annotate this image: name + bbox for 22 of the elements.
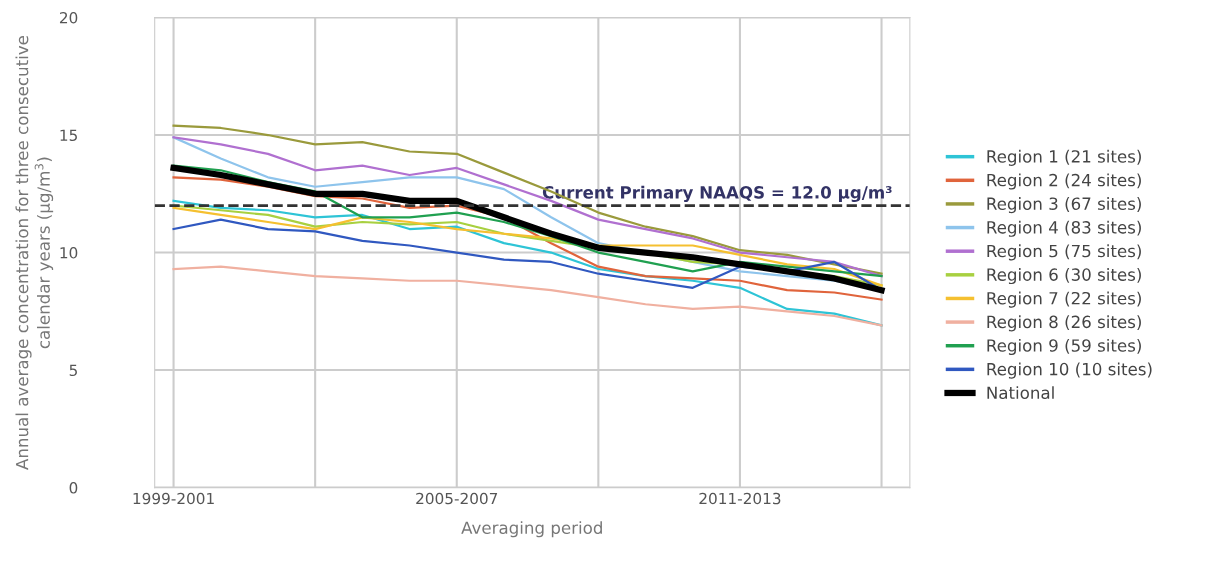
legend-label: Region 3 (67 sites) — [987, 197, 1141, 214]
y-tick-label: 5 — [69, 364, 77, 377]
legend-label: Region 4 (83 sites) — [987, 220, 1141, 237]
legend-label: Region 7 (22 sites) — [987, 291, 1141, 308]
x-tick-label: 1999-2001 — [133, 492, 214, 505]
legend-label: Region 2 (24 sites) — [987, 173, 1141, 190]
legend-label: Region 5 (75 sites) — [987, 244, 1141, 261]
y-tick-label: 20 — [59, 11, 78, 24]
x-tick-label: 2005-2007 — [416, 492, 498, 505]
line-series — [172, 265, 883, 327]
x-tick-label: 2011-2013 — [699, 492, 781, 505]
y-axis-title: Annual average concentration for three consecutive calendar years (μg/m$^{3}$) — [15, 35, 54, 470]
x-axis-title: Averaging period — [461, 521, 602, 538]
y-tick-label: 0 — [69, 482, 78, 494]
legend-label: Region 1 (21 sites) — [987, 149, 1141, 166]
legend-label: National — [987, 386, 1054, 400]
legend-label: Region 10 (10 sites) — [987, 362, 1152, 379]
y-tick-label: 15 — [60, 129, 77, 142]
legend-label: Region 6 (30 sites) — [987, 267, 1141, 285]
legend-label: Region 8 (26 sites) — [987, 315, 1141, 332]
y-tick-label: 10 — [60, 247, 78, 259]
legend-label: Region 9 (59 sites) — [987, 338, 1141, 356]
